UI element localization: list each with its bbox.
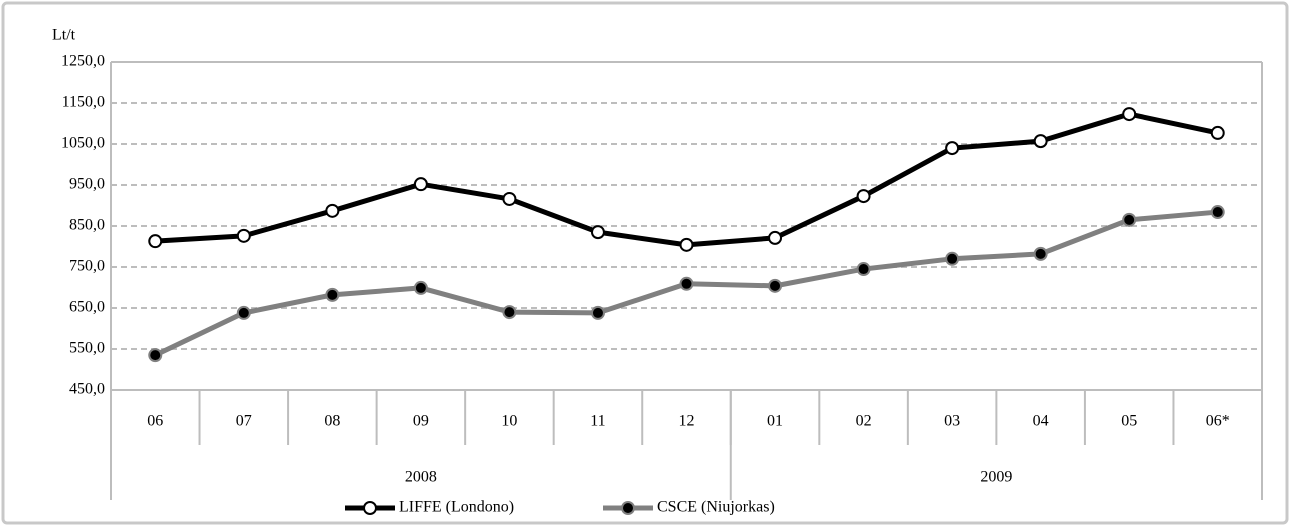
data-point (148, 348, 163, 363)
x-tick-label: 08 (324, 413, 340, 430)
data-point (590, 305, 605, 320)
y-tick-label: 850,0 (69, 217, 105, 234)
data-point (590, 225, 605, 240)
data-point (945, 141, 960, 156)
legend-label: CSCE (Niujorkas) (657, 499, 775, 516)
y-tick-label: 550,0 (69, 340, 105, 357)
data-point (945, 251, 960, 266)
x-tick-label: 02 (856, 413, 872, 430)
x-tick-label: 06 (147, 413, 163, 430)
x-tick-label: 12 (679, 413, 695, 430)
data-point (1033, 246, 1048, 261)
data-point (768, 230, 783, 245)
y-tick-label: 950,0 (69, 176, 105, 193)
x-tick-label: 05 (1121, 413, 1137, 430)
data-point (1210, 125, 1225, 140)
x-tick-label: 09 (413, 413, 429, 430)
x-tick-label: 04 (1033, 413, 1049, 430)
data-point (1210, 205, 1225, 220)
legend-marker (363, 501, 377, 515)
x-tick-label: 10 (501, 413, 517, 430)
data-point (502, 305, 517, 320)
x-tick-label: 07 (236, 413, 252, 430)
legend-label: LIFFE (Londono) (399, 499, 514, 516)
data-point (679, 276, 694, 291)
x-tick-label: 11 (590, 413, 605, 430)
y-tick-label: 1250,0 (61, 53, 105, 70)
data-point (325, 203, 340, 218)
data-point (1122, 212, 1137, 227)
y-tick-label: 750,0 (69, 258, 105, 275)
y-axis-label: Lt/t (52, 27, 76, 44)
data-point (856, 262, 871, 277)
data-point (325, 287, 340, 302)
y-tick-label: 450,0 (69, 381, 105, 398)
y-tick-label: 1050,0 (61, 135, 105, 152)
data-point (413, 177, 428, 192)
x-group-label: 2008 (405, 469, 437, 486)
y-tick-label: 650,0 (69, 299, 105, 316)
data-point (236, 228, 251, 243)
data-point (1122, 107, 1137, 122)
data-point (679, 237, 694, 252)
data-point (502, 191, 517, 206)
x-tick-label: 06* (1206, 413, 1230, 430)
data-point (236, 305, 251, 320)
y-tick-label: 1150,0 (62, 94, 105, 111)
x-group-label: 2009 (980, 469, 1012, 486)
data-point (148, 234, 163, 249)
x-tick-label: 03 (944, 413, 960, 430)
data-point (413, 280, 428, 295)
x-tick-label: 01 (767, 413, 783, 430)
data-point (768, 278, 783, 293)
data-point (856, 189, 871, 204)
data-point (1033, 134, 1048, 149)
legend-marker (621, 501, 635, 515)
